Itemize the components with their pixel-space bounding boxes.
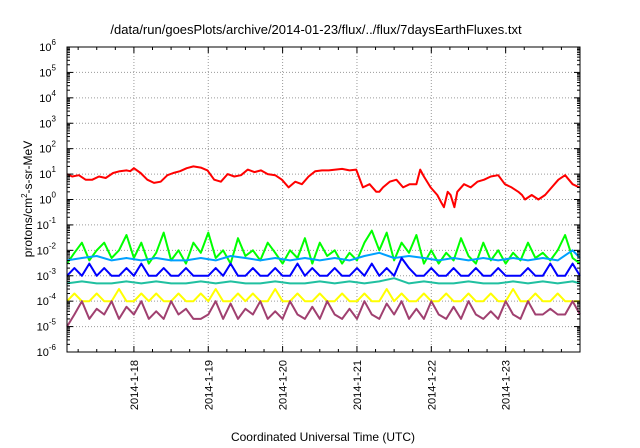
chart-title: /data/run/goesPlots/archive/2014-01-23/f… bbox=[110, 22, 522, 37]
y-tick-labels: 10-6 10-5 10-4 10-3 10-2 10-1 100 101 102 103 104 1… bbox=[37, 38, 57, 359]
x-tick-labels: 2014-1-18 2014-1-19 2014-1-20 2014-1-21 2014… bbox=[129, 360, 513, 410]
x-axis-label: Coordinated Universal Time (UTC) bbox=[231, 430, 415, 444]
tick-marks bbox=[67, 46, 580, 353]
y-tick-label: 106 bbox=[39, 38, 56, 54]
y-tick-label: 103 bbox=[39, 114, 56, 130]
x-tick-label: 2014-1-22 bbox=[426, 360, 438, 410]
series-layer bbox=[66, 165, 581, 328]
series-line-5 bbox=[66, 277, 581, 285]
y-axis-label-units: -s-sr-MeV bbox=[21, 141, 35, 194]
y-tick-label: 10-5 bbox=[37, 318, 57, 334]
y-axis-label-superscript: 2 bbox=[20, 193, 29, 198]
y-tick-label: 104 bbox=[39, 89, 56, 105]
x-tick-label: 2014-1-21 bbox=[352, 360, 364, 410]
y-axis-label-main: protons/cm bbox=[21, 198, 35, 257]
series-line-3 bbox=[66, 249, 581, 262]
y-tick-label: 10-2 bbox=[37, 241, 57, 257]
x-tick-label: 2014-1-20 bbox=[278, 360, 290, 410]
series-line-4 bbox=[66, 257, 581, 277]
y-tick-label: 10-4 bbox=[37, 292, 57, 308]
y-tick-label: 10-3 bbox=[37, 267, 57, 283]
y-tick-label: 101 bbox=[39, 165, 56, 181]
y-tick-label: 102 bbox=[39, 140, 56, 156]
y-axis-label: protons/cm2-s-sr-MeV bbox=[20, 141, 35, 257]
series-line-6 bbox=[66, 288, 580, 303]
x-tick-label: 2014-1-18 bbox=[129, 360, 141, 410]
x-tick-label: 2014-1-23 bbox=[501, 360, 513, 410]
series-line-1 bbox=[66, 165, 580, 209]
series-line-7 bbox=[66, 300, 581, 328]
y-tick-label: 10-6 bbox=[37, 343, 57, 359]
x-tick-label: 2014-1-19 bbox=[203, 360, 215, 410]
y-tick-label: 100 bbox=[39, 191, 56, 207]
y-tick-label: 10-1 bbox=[37, 216, 57, 232]
y-tick-label: 105 bbox=[39, 63, 56, 79]
